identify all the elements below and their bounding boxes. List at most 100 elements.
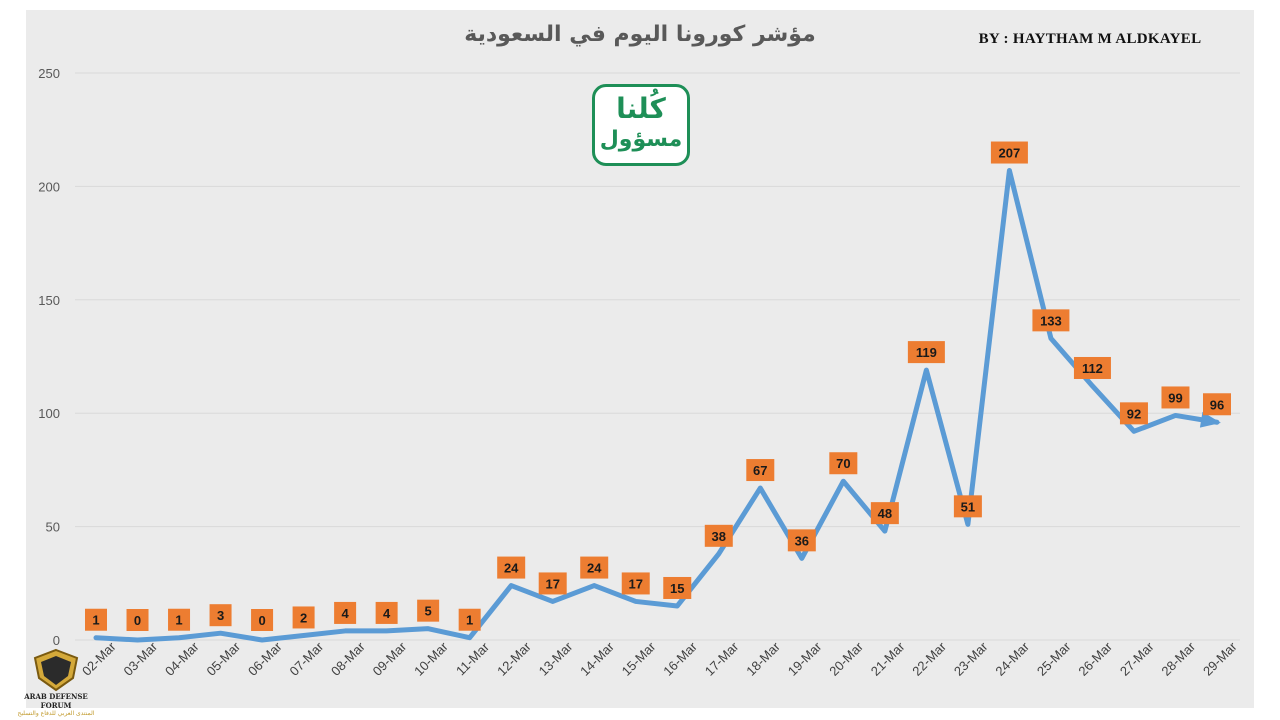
data-label: 99 (1161, 386, 1190, 409)
data-label-text: 17 (629, 576, 643, 591)
x-tick-label: 08-Mar (328, 638, 368, 678)
chart-title: مؤشر كورونا اليوم في السعودية (464, 22, 816, 47)
x-tick-label: 15-Mar (619, 638, 659, 678)
x-axis-ticks: 02-Mar 03-Mar 04-Mar 05-Mar 06-Mar 07-Mar 08-M… (79, 638, 1240, 678)
data-label: 119 (907, 341, 945, 364)
data-label-text: 4 (383, 606, 391, 621)
data-label-box (870, 502, 899, 525)
data-label: 4 (334, 601, 357, 624)
data-label-box (990, 141, 1028, 164)
data-label-text: 119 (916, 345, 937, 360)
arab-defense-forum-watermark: ARAB DEFENSE FORUM المنتدى العربي للدفاع… (8, 646, 104, 717)
data-label: 112 (1073, 356, 1111, 379)
x-tick-label: 12-Mar (494, 638, 534, 678)
data-label-text: 99 (1168, 390, 1182, 405)
data-label-box (1161, 386, 1190, 409)
data-label-box (953, 495, 982, 518)
data-label-text: 133 (1040, 313, 1062, 328)
data-label: 51 (953, 495, 982, 518)
data-label-box (458, 608, 481, 631)
data-label-box (663, 576, 692, 599)
data-label: 92 (1119, 402, 1148, 425)
data-label: 0 (126, 609, 149, 631)
x-tick-label: 09-Mar (370, 638, 410, 678)
x-tick-label: 07-Mar (287, 638, 327, 678)
x-tick-label: 11-Mar (453, 639, 493, 679)
watermark-title: ARAB DEFENSE FORUM (24, 692, 88, 710)
data-label-box (417, 599, 440, 622)
data-label: 15 (663, 576, 692, 599)
data-label-box (787, 529, 816, 552)
series-line (93, 168, 1221, 643)
data-label-box (538, 572, 567, 595)
x-tick-label: 23-Mar (951, 638, 991, 678)
x-tick-label: 04-Mar (162, 638, 202, 678)
data-label-text: 1 (175, 613, 182, 628)
data-label: 1 (168, 608, 191, 631)
data-label-text: 17 (545, 576, 559, 591)
data-label-box (334, 601, 357, 624)
logo-line-1: كُلنا (616, 92, 666, 125)
data-label-text: 1 (466, 613, 473, 628)
data-label-box (292, 606, 315, 629)
x-tick-label: 06-Mar (245, 638, 285, 678)
series-arrowhead (1199, 411, 1221, 428)
series-line-path (93, 168, 1220, 643)
data-label-text: 2 (300, 610, 307, 625)
data-label-text: 51 (961, 499, 975, 514)
data-label-text: 67 (753, 463, 767, 478)
data-label-text: 1 (92, 613, 99, 628)
data-label-box (1032, 309, 1070, 332)
data-label: 0 (251, 609, 274, 631)
data-label-text: 38 (712, 529, 726, 544)
data-label-text: 96 (1210, 397, 1224, 412)
x-tick-label: 10-Mar (411, 638, 451, 678)
x-tick-label: 25-Mar (1034, 638, 1074, 678)
data-label: 24 (580, 556, 609, 579)
data-label: 207 (990, 141, 1028, 164)
data-label: 4 (375, 601, 398, 624)
x-tick-label: 24-Mar (992, 638, 1032, 678)
x-tick-label: 21-Mar (868, 638, 908, 678)
data-label-box (907, 341, 945, 364)
data-label-text: 3 (217, 608, 224, 623)
data-label: 1 (85, 608, 107, 631)
x-tick-label: 20-Mar (826, 638, 866, 678)
data-label-text: 0 (258, 613, 265, 628)
data-label-text: 207 (999, 146, 1021, 161)
x-tick-label: 16-Mar (660, 638, 700, 678)
x-tick-label: 18-Mar (743, 638, 783, 678)
data-label: 24 (497, 556, 526, 579)
data-label: 70 (829, 452, 858, 475)
y-axis-ticks: 0 50 100 150 200 250 (38, 66, 60, 648)
data-label-box (580, 556, 609, 579)
x-tick-label: 28-Mar (1158, 638, 1198, 678)
logo-line-2: مسؤول (599, 127, 683, 152)
x-tick-label: 26-Mar (1075, 638, 1115, 678)
data-label: 133 (1032, 309, 1070, 332)
data-label-text: 5 (425, 604, 432, 619)
data-label-box (497, 556, 526, 579)
x-tick-label: 03-Mar (120, 638, 160, 678)
x-tick-label: 19-Mar (785, 638, 825, 678)
data-label-box (375, 601, 398, 624)
data-label-box (168, 608, 191, 631)
x-tick-label: 22-Mar (909, 638, 949, 678)
x-tick-label: 05-Mar (204, 638, 244, 678)
data-label: 5 (417, 599, 440, 622)
author-byline: BY : HAYTHAM M ALDKAYEL (978, 31, 1202, 47)
data-label-text: 36 (795, 533, 809, 548)
data-label: 48 (870, 502, 899, 525)
x-tick-label: 13-Mar (536, 638, 576, 678)
y-tick-label: 150 (38, 293, 60, 308)
data-label-box (209, 604, 232, 627)
data-label-box (1073, 356, 1111, 379)
data-label-text: 24 (587, 561, 602, 576)
data-label: 17 (621, 572, 650, 595)
shield-icon (33, 648, 79, 692)
data-label: 36 (787, 529, 816, 552)
data-label: 96 (1203, 393, 1231, 416)
data-label-box (126, 609, 149, 631)
